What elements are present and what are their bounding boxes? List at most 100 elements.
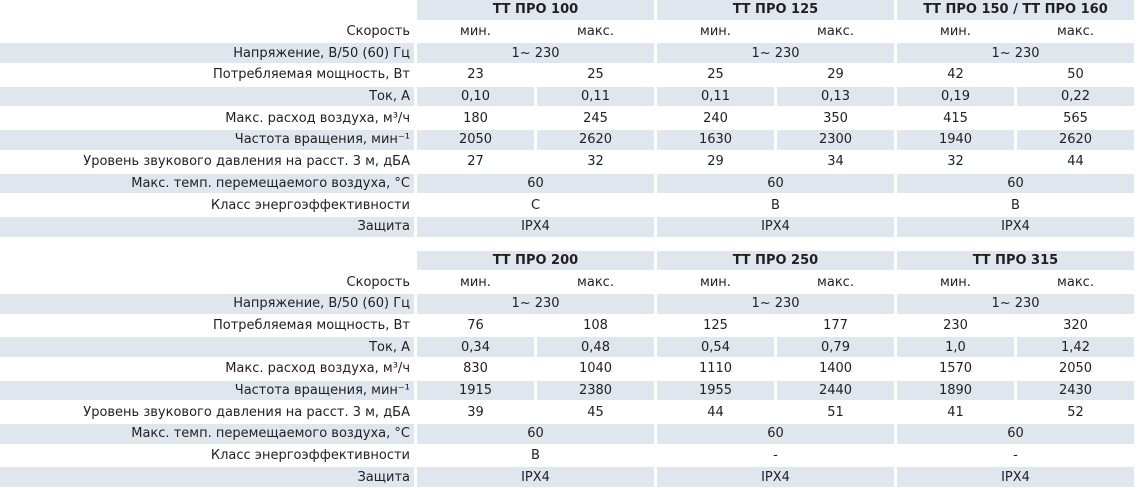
- value-cell: 2380: [537, 380, 654, 401]
- row-label: Потребляемая мощность, Вт: [212, 317, 410, 333]
- value-cell: 0,10: [417, 86, 534, 107]
- row-label: Класс энергоэффективности: [210, 197, 410, 213]
- value-cell: 1570: [938, 361, 973, 377]
- value-cell: 240: [703, 110, 728, 126]
- value-cell: 1940: [897, 130, 1014, 150]
- value-cell: IPX4: [897, 216, 1134, 237]
- value-cell: 0,79: [777, 337, 894, 357]
- value-cell: 2050: [1058, 361, 1093, 377]
- model-name: ТТ ПРО 250: [657, 250, 894, 271]
- row-label: Макс. расход воздуха, м³/ч: [225, 361, 410, 377]
- value-cell: 34: [827, 154, 844, 170]
- value-cell: 60: [417, 173, 654, 194]
- value-cell: 1955: [657, 380, 774, 401]
- value-cell: 1110: [698, 361, 733, 377]
- model-name: ТТ ПРО 125: [657, 0, 894, 20]
- value-cell: -: [773, 448, 778, 464]
- spec-row: Напряжение, В/50 (60) Гц 1~ 230 1~ 230 1~ 2…: [0, 43, 1134, 64]
- model-name: ТТ ПРО 200: [417, 250, 654, 271]
- value-cell: 1~ 230: [657, 43, 894, 64]
- value-cell: 29: [707, 154, 724, 170]
- spec-row: Скорость мин. макс. мин. макс. мин. макс.: [0, 272, 1134, 292]
- spec-row: Макс. темп. перемещаемого воздуха, °С 60 6…: [0, 173, 1134, 194]
- spec-row: Уровень звукового давления на расст. 3 м…: [0, 152, 1134, 172]
- header-row: ТТ ПРО 100 ТТ ПРО 125 ТТ ПРО 150 / ТТ ПРО …: [0, 0, 1134, 20]
- row-label: Напряжение, В/50 (60) Гц: [0, 43, 414, 64]
- value-cell: 51: [827, 404, 844, 420]
- header-row: ТТ ПРО 200 ТТ ПРО 250 ТТ ПРО 315: [0, 250, 1134, 271]
- value-cell: мин.: [700, 24, 731, 40]
- row-label: Уровень звукового давления на расст. 3 м…: [83, 154, 410, 170]
- value-cell: 0,13: [777, 86, 894, 107]
- value-cell: 1~ 230: [417, 43, 654, 64]
- value-cell: 1890: [897, 380, 1014, 401]
- value-cell: 230: [943, 317, 968, 333]
- value-cell: B: [771, 197, 780, 213]
- model-name: ТТ ПРО 150 / ТТ ПРО 160: [897, 0, 1134, 20]
- value-cell: 60: [417, 424, 654, 444]
- spec-row: Потребляемая мощность, Вт 76 108 125 177 230 3…: [0, 316, 1134, 336]
- value-cell: IPX4: [657, 467, 894, 488]
- row-label: Скорость: [346, 274, 410, 290]
- spec-table: ТТ ПРО 200 ТТ ПРО 250 ТТ ПРО 315 Скорость ми…: [0, 249, 1137, 490]
- row-label: Макс. расход воздуха, м³/ч: [225, 110, 410, 126]
- value-cell: 2050: [417, 130, 534, 150]
- spec-row: Ток, А 0,34 0,48 0,54 0,79 1,0 1,42: [0, 337, 1134, 357]
- value-cell: 0,54: [657, 337, 774, 357]
- value-cell: 60: [657, 173, 894, 194]
- value-cell: 1~ 230: [417, 293, 654, 314]
- value-cell: 1400: [818, 361, 853, 377]
- value-cell: мин.: [940, 274, 971, 290]
- spec-table: ТТ ПРО 100 ТТ ПРО 125 ТТ ПРО 150 / ТТ ПРО …: [0, 0, 1137, 239]
- value-cell: 60: [897, 173, 1134, 194]
- value-cell: 350: [823, 110, 848, 126]
- value-cell: 1~ 230: [897, 293, 1134, 314]
- value-cell: B: [531, 448, 540, 464]
- value-cell: 41: [947, 404, 964, 420]
- value-cell: 32: [947, 154, 964, 170]
- spec-row: Макс. расход воздуха, м³/ч 180 245 240 350 41…: [0, 108, 1134, 128]
- value-cell: 25: [587, 67, 604, 83]
- spec-row: Защита IPX4 IPX4 IPX4: [0, 467, 1134, 488]
- value-cell: 245: [583, 110, 608, 126]
- row-label: Защита: [0, 467, 414, 488]
- value-cell: 1,0: [897, 337, 1014, 357]
- value-cell: макс.: [1057, 274, 1094, 290]
- value-cell: 830: [463, 361, 488, 377]
- value-cell: IPX4: [417, 467, 654, 488]
- spec-row: Ток, А 0,10 0,11 0,11 0,13 0,19 0,22: [0, 86, 1134, 107]
- value-cell: 2430: [1017, 380, 1134, 401]
- value-cell: 320: [1063, 317, 1088, 333]
- value-cell: 0,11: [657, 86, 774, 107]
- value-cell: 0,34: [417, 337, 534, 357]
- row-label: Класс энергоэффективности: [210, 448, 410, 464]
- value-cell: -: [1013, 448, 1018, 464]
- value-cell: 76: [467, 317, 484, 333]
- value-cell: IPX4: [417, 216, 654, 237]
- value-cell: макс.: [817, 274, 854, 290]
- value-cell: мин.: [460, 274, 491, 290]
- corner-cell: [0, 0, 414, 20]
- value-cell: 25: [707, 67, 724, 83]
- value-cell: 1040: [578, 361, 613, 377]
- row-label: Частота вращения, мин⁻¹: [0, 130, 414, 150]
- value-cell: мин.: [460, 24, 491, 40]
- model-name: ТТ ПРО 315: [897, 250, 1134, 271]
- value-cell: макс.: [577, 24, 614, 40]
- value-cell: 125: [703, 317, 728, 333]
- row-label: Защита: [0, 216, 414, 237]
- value-cell: 2440: [777, 380, 894, 401]
- value-cell: 1~ 230: [657, 293, 894, 314]
- value-cell: 44: [1067, 154, 1084, 170]
- spec-row: Макс. расход воздуха, м³/ч 830 1040 1110 140…: [0, 359, 1134, 379]
- value-cell: макс.: [1057, 24, 1094, 40]
- value-cell: мин.: [940, 24, 971, 40]
- corner-cell: [0, 251, 414, 271]
- value-cell: 45: [587, 404, 604, 420]
- spec-row: Уровень звукового давления на расст. 3 м…: [0, 402, 1134, 422]
- value-cell: 0,48: [537, 337, 654, 357]
- value-cell: мин.: [700, 274, 731, 290]
- model-name: ТТ ПРО 100: [417, 0, 654, 20]
- value-cell: 565: [1063, 110, 1088, 126]
